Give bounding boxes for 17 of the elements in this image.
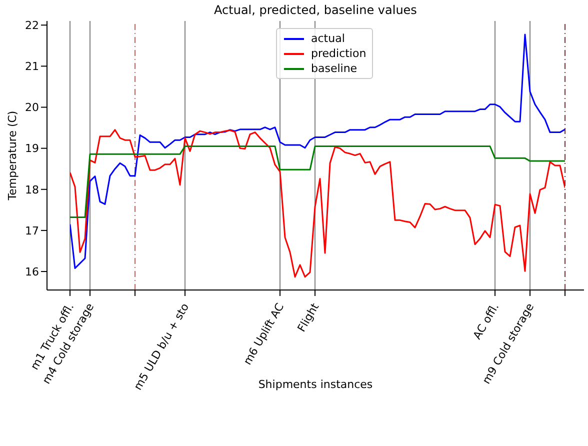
line-series xyxy=(70,146,565,218)
y-tick-label: 19 xyxy=(25,142,39,156)
y-axis-title: Temperature (C) xyxy=(6,110,19,202)
x-axis-title: Shipments instances xyxy=(258,378,373,391)
line-series xyxy=(70,34,565,269)
legend-label: actual xyxy=(311,32,345,45)
chart-title: Actual, predicted, baseline values xyxy=(213,3,418,17)
y-tick-label: 22 xyxy=(25,19,39,32)
line-series xyxy=(70,129,565,278)
x-tick-label: AC offl. xyxy=(470,301,502,342)
legend-label: prediction xyxy=(311,47,366,60)
legend-label: baseline xyxy=(311,62,358,75)
y-tick-label: 18 xyxy=(25,183,39,196)
y-tick-label: 20 xyxy=(25,101,39,114)
y-tick-label: 16 xyxy=(25,265,39,278)
y-tick-label: 17 xyxy=(25,224,39,238)
y-tick-label: 21 xyxy=(25,60,39,74)
